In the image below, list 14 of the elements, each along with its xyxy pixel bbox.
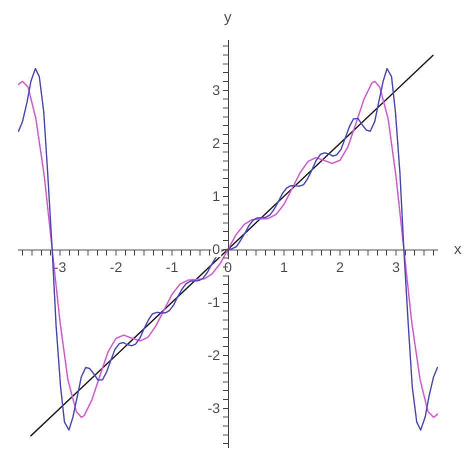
x-tick-label: 1 bbox=[280, 259, 288, 276]
y-tick-label: 2 bbox=[212, 135, 220, 152]
y-axis-title: y bbox=[224, 9, 232, 26]
x-tick-label: -2 bbox=[110, 259, 122, 276]
y-tick-label: -3 bbox=[208, 400, 220, 416]
x-tick-label: -1 bbox=[166, 259, 178, 276]
y-tick-label: -1 bbox=[208, 294, 220, 310]
x-tick-label: 3 bbox=[392, 259, 400, 276]
y-tick-label: 1 bbox=[212, 188, 220, 204]
x-tick-label: 2 bbox=[336, 259, 344, 276]
y-tick-label: 0 bbox=[212, 241, 220, 258]
x-axis-title: x bbox=[454, 241, 462, 258]
y-tick-label: -2 bbox=[208, 347, 220, 364]
y-tick-label: 3 bbox=[212, 82, 220, 98]
